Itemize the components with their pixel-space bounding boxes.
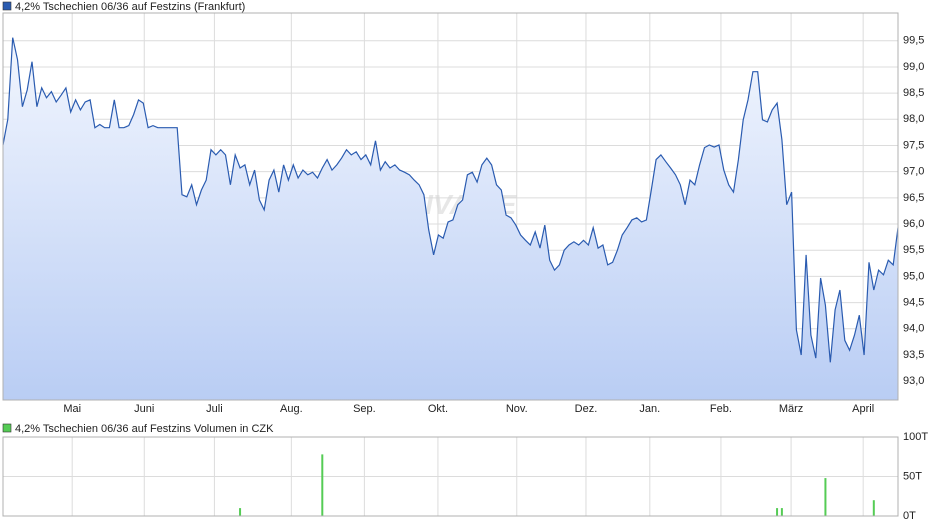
y-tick-label: 94,0	[903, 323, 924, 335]
x-tick-label: Dez.	[575, 403, 598, 415]
x-tick-label: Aug.	[280, 403, 303, 415]
volume-bar	[321, 454, 324, 516]
x-tick-label: Juli	[206, 403, 223, 415]
x-tick-label: Jan.	[639, 403, 660, 415]
y-tick-label: 94,5	[903, 297, 924, 309]
y-tick-label: 96,0	[903, 218, 924, 230]
price-line	[2, 37, 899, 363]
x-tick-label: Mai	[63, 403, 81, 415]
y-tick-label: 0T	[903, 510, 916, 522]
x-tick-label: März	[779, 403, 803, 415]
legend-label: 4,2% Tschechien 06/36 auf Festzins Volum…	[15, 423, 274, 435]
x-tick-label: Sep.	[353, 403, 376, 415]
y-tick-label: 95,0	[903, 270, 924, 282]
y-tick-label: 93,5	[903, 349, 924, 361]
y-tick-label: 93,0	[903, 375, 924, 387]
x-tick-label: Feb.	[710, 403, 732, 415]
legend-label: 4,2% Tschechien 06/36 auf Festzins (Fran…	[15, 1, 245, 13]
x-tick-label: Nov.	[506, 403, 528, 415]
volume-bar	[824, 478, 827, 516]
volume-bar	[776, 508, 779, 516]
x-tick-label: Okt.	[428, 403, 448, 415]
y-tick-label: 95,5	[903, 244, 924, 256]
volume-bar	[239, 508, 242, 516]
y-tick-label: 100T	[903, 431, 928, 443]
x-tick-label: Juni	[134, 403, 154, 415]
y-tick-label: 50T	[903, 470, 922, 482]
plot-frame	[2, 436, 899, 517]
y-tick-label: 97,5	[903, 139, 924, 151]
area-fill	[3, 37, 898, 400]
y-tick-label: 99,0	[903, 61, 924, 73]
x-tick-label: April	[852, 403, 874, 415]
y-tick-label: 98,5	[903, 87, 924, 99]
y-tick-label: 98,0	[903, 113, 924, 125]
volume-bar	[780, 508, 783, 516]
legend-swatch	[2, 1, 12, 11]
y-tick-label: 97,0	[903, 166, 924, 178]
plot-frame	[2, 12, 899, 401]
y-tick-label: 96,5	[903, 192, 924, 204]
legend-swatch	[2, 423, 12, 433]
y-tick-label: 99,5	[903, 35, 924, 47]
volume-bar	[872, 500, 875, 516]
